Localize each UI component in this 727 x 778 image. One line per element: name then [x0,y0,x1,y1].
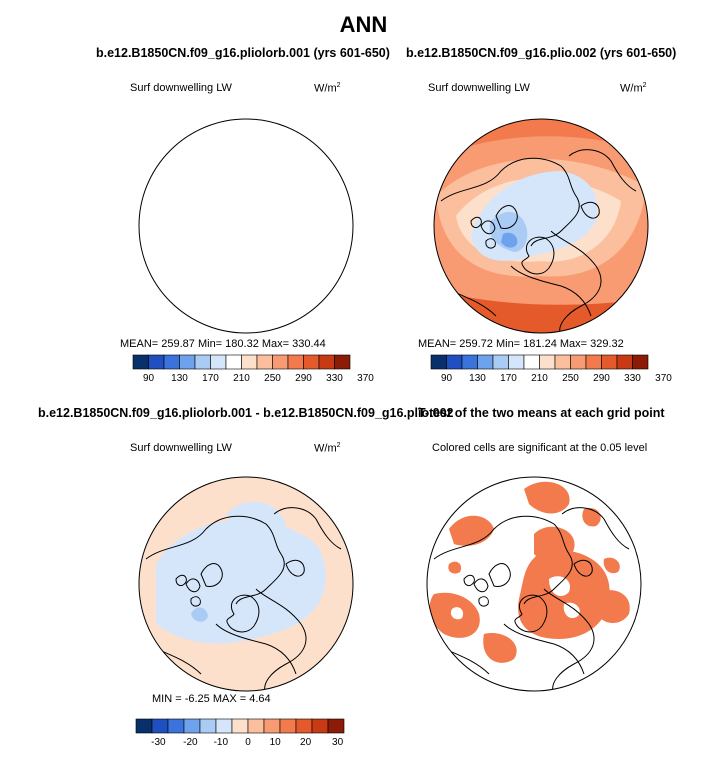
figure-title: ANN [339,12,388,37]
colorbar-panel2-tick-label: 250 [562,373,579,384]
colorbar-panel2-cell [570,354,587,370]
colorbar-panel1-cell [272,354,289,370]
colorbar-panel1-cell [179,354,196,370]
panel3-map-border [138,476,354,692]
colorbar-panel1-tick-label: 290 [295,373,312,384]
colorbar-panel2-tick-label: 210 [531,373,548,384]
colorbar-panel1-cell [148,354,165,370]
panel2-units: W/m2 [620,82,647,95]
colorbar-panel2-tick-label: 290 [593,373,610,384]
colorbar-panel1-tick-label: 250 [264,373,281,384]
panel4-map-border [426,476,642,692]
colorbar-panel3-cell [167,718,185,734]
colorbar-panel1-cell [194,354,211,370]
colorbar-panel3-tick-label: 0 [245,737,251,748]
panel1-map [126,106,366,346]
colorbar-panel2-cell [492,354,509,370]
colorbar-panel2-cell [539,354,556,370]
colorbar-panel3-cell [279,718,297,734]
colorbar-panel2-tick-label: 170 [500,373,517,384]
colorbar-panel2-cell [616,354,633,370]
colorbar-panel2-cell [601,354,618,370]
colorbar-panel3-tick-label: -30 [151,737,166,748]
colorbar-panel3-cell [231,718,249,734]
colorbar-panel3-cell [199,718,217,734]
colorbar-panel3-cell [247,718,265,734]
colorbar-panel3-tick-label: 10 [269,737,281,748]
colorbar-panel2-cell [632,354,649,370]
colorbar-panel1-cell [256,354,273,370]
panel3-stats: MIN = -6.25 MAX = 4.64 [152,693,271,705]
panel1-map-border [138,118,354,334]
colorbar-panel1-tick-label: 170 [202,373,219,384]
colorbar-panel1-cell [225,354,242,370]
colorbar-panel2-cell [446,354,463,370]
panel2-variable-label: Surf downwelling LW [428,82,530,94]
colorbar-panel3-cell [327,718,345,734]
colorbar-panel2-cell [430,354,447,370]
colorbar-panel2 [430,354,649,370]
colorbar-panel3-cell [151,718,169,734]
panel3-variable-label: Surf downwelling LW [130,442,232,454]
colorbar-panel1-cell [303,354,320,370]
colorbar-panel1-tick-label: 90 [142,373,155,384]
colorbar-panel1 [132,354,351,370]
panel4-map [427,477,641,691]
panel3-map [139,477,353,691]
panel2-map [434,119,648,333]
colorbar-panel3-cell [295,718,313,734]
panel1-stats: MEAN= 259.87 Min= 180.32 Max= 330.44 [120,338,326,350]
colorbar-panel3-cell [311,718,329,734]
colorbar-panel1-cell [287,354,304,370]
colorbar-panel1-tick-label: 210 [233,373,250,384]
colorbar-panel3-tick-label: 20 [300,737,312,748]
colorbar-panel3 [135,718,345,734]
colorbar-panel2-cell [585,354,602,370]
colorbar-panel1-tick-label: 130 [171,373,188,384]
colorbar-panel2-cell [523,354,540,370]
colorbar-panel2-cell [508,354,525,370]
colorbar-panel3-tick-label: -10 [213,737,229,748]
colorbar-panel3-cell [215,718,233,734]
colorbar-panel1-cell [318,354,335,370]
panel1-case-title: b.e12.B1850CN.f09_g16.pliolorb.001 (yrs … [96,46,390,60]
panel1-variable-label: Surf downwelling LW [130,82,232,94]
panel2-stats: MEAN= 259.72 Min= 181.24 Max= 329.32 [418,338,624,350]
colorbar-panel3-tick-label: 30 [332,737,344,748]
panel2-case-title: b.e12.B1850CN.f09_g16.plio.002 (yrs 601-… [406,46,677,60]
colorbar-panel2-tick-label: 370 [655,373,672,384]
colorbar-panel2-cell [461,354,478,370]
colorbar-panel1-cell [334,354,351,370]
colorbar-panel2-tick-label: 90 [440,373,453,384]
colorbar-panel1-cell [132,354,149,370]
colorbar-panel2-cell [554,354,571,370]
colorbar-panel3-cell [135,718,153,734]
colorbar-panel3-tick-label: -20 [183,737,198,748]
colorbar-panel2-tick-label: 330 [624,373,641,384]
panel1-units: W/m2 [314,82,341,95]
panel4-case-title: T-test of the two means at each grid poi… [418,406,665,420]
colorbar-panel2-cell [477,354,494,370]
panel2-map-border [433,118,649,334]
panel4-variable-label: Colored cells are significant at the 0.0… [432,442,648,454]
colorbar-panel1-tick-label: 330 [326,373,343,384]
colorbar-panel1-tick-label: 370 [357,373,374,384]
colorbar-panel1-cell [241,354,258,370]
colorbar-panel3-cell [263,718,281,734]
panel3-units: W/m2 [314,442,341,455]
colorbar-panel3-cell [183,718,201,734]
panel3-case-title: b.e12.B1850CN.f09_g16.pliolorb.001 - b.e… [38,406,454,420]
colorbar-panel1-cell [163,354,180,370]
colorbar-panel2-tick-label: 130 [469,373,486,384]
colorbar-panel1-cell [210,354,227,370]
